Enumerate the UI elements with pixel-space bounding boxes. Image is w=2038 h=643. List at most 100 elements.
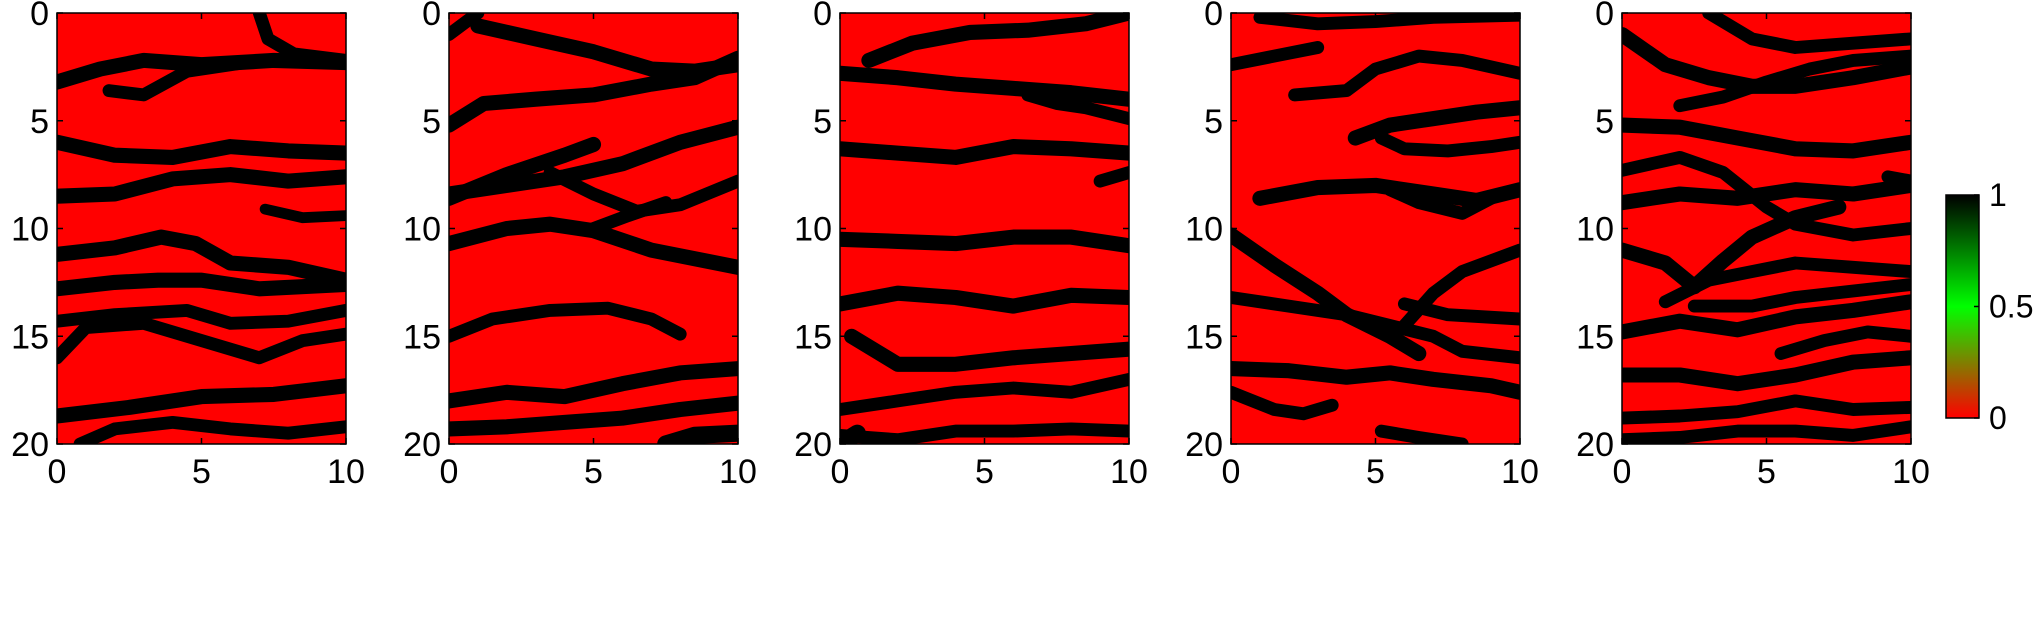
x-tick-label: 0 <box>1613 453 1632 491</box>
y-tick-label: 20 <box>1576 426 1614 464</box>
channel-12 <box>1231 361 1520 400</box>
channel-7 <box>1622 177 1911 211</box>
x-tick-label: 0 <box>831 453 850 491</box>
channel-6 <box>840 229 1129 254</box>
channel-3 <box>449 50 738 133</box>
channel-5 <box>57 167 346 204</box>
channel-11 <box>840 424 866 444</box>
colorbar-bar <box>1945 194 1980 419</box>
y-tick-label: 15 <box>794 318 832 356</box>
colorbar-tick-label: 1 <box>1989 177 2007 213</box>
y-tick-label: 5 <box>422 103 441 141</box>
channel-9 <box>840 372 1129 416</box>
y-tick-label: 10 <box>403 211 441 249</box>
channel-14 <box>1622 394 1911 425</box>
colorbar: 00.51 <box>1945 177 2033 436</box>
x-tick-label: 0 <box>440 453 459 491</box>
x-tick-label: 5 <box>1757 453 1776 491</box>
y-tick-label: 0 <box>1204 0 1223 33</box>
channel-9 <box>1658 256 1911 309</box>
y-tick-label: 20 <box>1185 426 1223 464</box>
channel-3 <box>1021 88 1129 126</box>
channel-9 <box>57 303 346 330</box>
channel-2 <box>102 56 252 102</box>
y-tick-label: 5 <box>30 103 49 141</box>
channel-11 <box>449 395 738 437</box>
y-tick-label: 0 <box>30 0 49 33</box>
channels-group <box>1622 13 1911 444</box>
channels-group <box>1231 13 1520 444</box>
colorbar-ticks: 00.51 <box>1974 177 2033 436</box>
y-tick-label: 15 <box>403 318 441 356</box>
channel-4 <box>1622 117 1911 159</box>
channel-10 <box>840 422 1129 444</box>
channel-8 <box>1231 227 1427 362</box>
channel-1 <box>449 13 485 41</box>
x-tick-label: 10 <box>1110 453 1148 491</box>
x-tick-label: 0 <box>1222 453 1241 491</box>
x-tick-label: 5 <box>192 453 211 491</box>
x-tick-label: 5 <box>975 453 994 491</box>
x-tick-label: 5 <box>584 453 603 491</box>
channel-15 <box>1622 420 1911 444</box>
y-tick-label: 20 <box>11 426 49 464</box>
channel-9 <box>449 301 687 343</box>
x-tick-label: 5 <box>1366 453 1385 491</box>
x-tick-label: 10 <box>1892 453 1930 491</box>
channel-13 <box>1231 385 1339 421</box>
channel-12 <box>1774 325 1911 360</box>
channel-8 <box>1622 199 1847 295</box>
y-tick-label: 0 <box>1595 0 1614 33</box>
channel-9 <box>1231 291 1520 365</box>
channel-7 <box>840 285 1129 314</box>
channel-13 <box>1622 350 1911 392</box>
channel-5 <box>1622 150 1911 242</box>
panel-background <box>57 13 346 444</box>
colorbar-tick-label: 0.5 <box>1989 289 2033 325</box>
y-tick-label: 10 <box>11 211 49 249</box>
channel-2 <box>1253 13 1520 31</box>
channels-group <box>57 13 346 444</box>
channel-2 <box>840 65 1129 107</box>
y-tick-label: 5 <box>1204 103 1223 141</box>
channel-10 <box>57 316 346 365</box>
channel-8 <box>57 272 346 297</box>
x-tick-label: 10 <box>327 453 365 491</box>
channel-4 <box>1347 100 1520 146</box>
channel-1 <box>1702 13 1911 54</box>
channel-3 <box>252 13 346 67</box>
channel-10 <box>449 361 738 409</box>
channel-7 <box>1383 183 1498 220</box>
y-tick-label: 5 <box>813 103 832 141</box>
channel-8 <box>587 196 673 235</box>
channel-12 <box>657 424 738 444</box>
y-tick-label: 10 <box>1576 211 1614 249</box>
y-tick-label: 0 <box>422 0 441 33</box>
y-tick-label: 0 <box>813 0 832 33</box>
x-tick-label: 0 <box>48 453 67 491</box>
channel-4 <box>840 139 1129 165</box>
channel-7 <box>449 216 738 275</box>
y-tick-label: 15 <box>1576 318 1614 356</box>
channel-3 <box>1673 49 1911 113</box>
channel-5 <box>449 119 738 202</box>
channel-11 <box>57 378 346 424</box>
y-tick-label: 15 <box>11 318 49 356</box>
channel-1 <box>57 52 346 90</box>
channel-5 <box>1374 131 1520 158</box>
channels-group <box>449 13 738 444</box>
y-tick-label: 5 <box>1595 103 1614 141</box>
channel-10 <box>1687 278 1911 313</box>
y-tick-label: 10 <box>794 211 832 249</box>
channel-4 <box>57 134 346 165</box>
channel-1 <box>861 13 1129 68</box>
channels-group <box>840 13 1129 444</box>
channel-8 <box>844 328 1129 372</box>
y-tick-label: 20 <box>403 426 441 464</box>
